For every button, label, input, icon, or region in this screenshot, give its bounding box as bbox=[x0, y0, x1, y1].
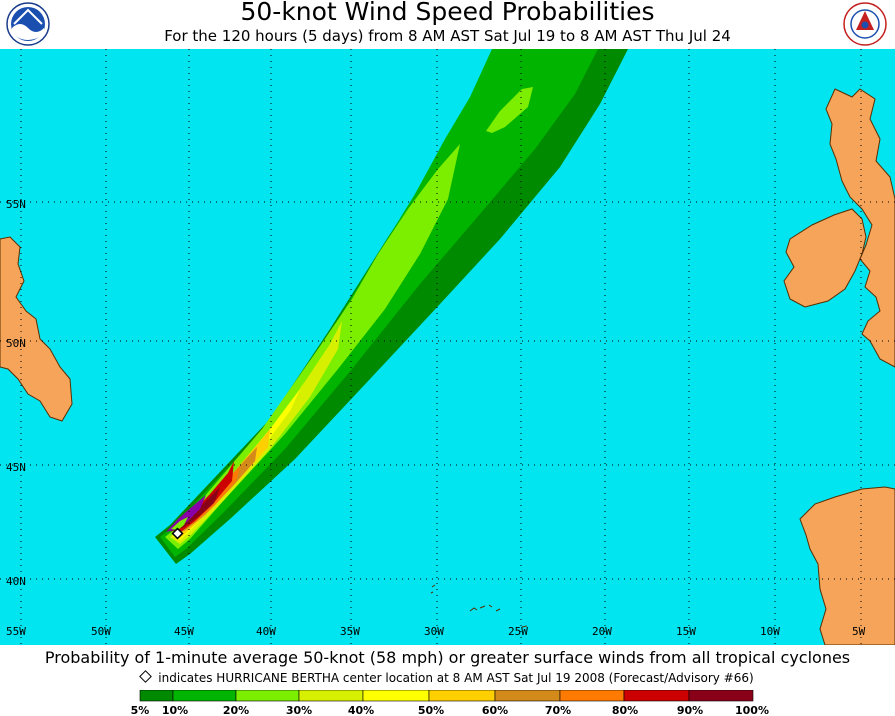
diamond-marker-icon bbox=[139, 670, 153, 683]
lon-label-20w: 20W bbox=[592, 625, 612, 638]
swath-band-100 bbox=[166, 495, 206, 532]
legend-label: 100% bbox=[735, 704, 769, 716]
lon-label-15w: 15W bbox=[676, 625, 696, 638]
land-newfoundland bbox=[0, 236, 73, 422]
legend-label: 50% bbox=[418, 704, 444, 716]
lat-label-50n: 50N bbox=[6, 337, 26, 350]
lat-label-40n: 40N bbox=[6, 575, 26, 588]
lon-label-55w: 55W bbox=[6, 625, 26, 638]
probability-legend: 5% 10% 20% 30% 40% 50% 60% 70% 80% 90% 100% bbox=[131, 690, 769, 716]
land-iberia bbox=[799, 486, 895, 645]
legend-swatch bbox=[623, 690, 690, 702]
legend-label: 30% bbox=[286, 704, 312, 716]
swath-band-20 bbox=[165, 144, 460, 549]
legend-swatch bbox=[362, 690, 430, 702]
lon-label-45w: 45W bbox=[174, 625, 194, 638]
azores-islands bbox=[430, 584, 528, 628]
lon-label-50w: 50W bbox=[91, 625, 111, 638]
legend-swatch bbox=[688, 690, 754, 702]
marker-note: indicates HURRICANE BERTHA center locati… bbox=[0, 670, 895, 685]
probability-map: 55N 50N 45N 40N 55W 50W 45W 40W 35W 30W … bbox=[0, 49, 895, 645]
marker-note-text: indicates HURRICANE BERTHA center locati… bbox=[158, 671, 754, 685]
noaa-logo bbox=[6, 2, 50, 46]
page-title: 50-knot Wind Speed Probabilities bbox=[240, 0, 655, 26]
swath-core-20 bbox=[171, 517, 188, 530]
legend-swatch bbox=[139, 690, 174, 702]
land-great-britain bbox=[825, 88, 895, 368]
lon-label-5w: 5W bbox=[852, 625, 866, 638]
lon-label-30w: 30W bbox=[424, 625, 444, 638]
lat-label-45n: 45N bbox=[6, 461, 26, 474]
legend-swatch bbox=[559, 690, 625, 702]
legend-label: 70% bbox=[545, 704, 571, 716]
lat-label-55n: 55N bbox=[6, 198, 26, 211]
probability-swath bbox=[155, 49, 628, 564]
lon-label-25w: 25W bbox=[508, 625, 528, 638]
land-ireland bbox=[783, 208, 867, 308]
legend-label: 90% bbox=[677, 704, 703, 716]
legend-label: 20% bbox=[223, 704, 249, 716]
land bbox=[0, 88, 895, 645]
legend-label: 80% bbox=[612, 704, 638, 716]
page-subtitle: For the 120 hours (5 days) from 8 AM AST… bbox=[164, 27, 731, 45]
swath-band-20b bbox=[486, 87, 533, 133]
legend-swatch bbox=[494, 690, 561, 702]
legend-label: 10% bbox=[162, 704, 188, 716]
legend-swatch bbox=[235, 690, 300, 702]
legend-swatch bbox=[428, 690, 496, 702]
map-description: Probability of 1-minute average 50-knot … bbox=[44, 648, 851, 667]
legend-label: 40% bbox=[348, 704, 374, 716]
legend-swatch bbox=[298, 690, 364, 702]
lon-label-35w: 35W bbox=[340, 625, 360, 638]
legend-label: 60% bbox=[482, 704, 508, 716]
lon-label-10w: 10W bbox=[760, 625, 780, 638]
lon-label-40w: 40W bbox=[256, 625, 276, 638]
legend-label: 5% bbox=[131, 704, 150, 716]
storm-center-marker bbox=[171, 527, 184, 540]
legend-swatch bbox=[172, 690, 237, 702]
nws-logo bbox=[843, 2, 887, 46]
